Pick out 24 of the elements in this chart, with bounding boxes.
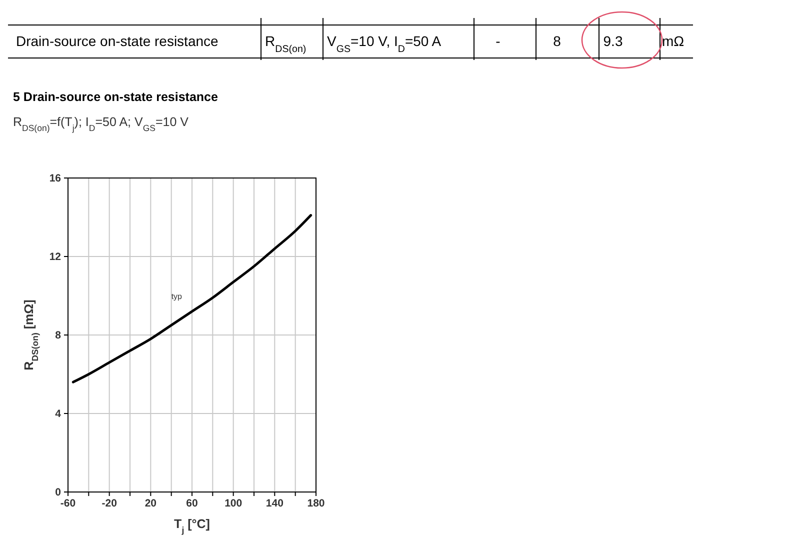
y-tick-label: 16 bbox=[49, 172, 62, 184]
text: 8 bbox=[553, 33, 562, 49]
y-tick-label: 4 bbox=[55, 408, 62, 420]
text: Drain-source on-state resistance bbox=[16, 33, 219, 49]
chart-title: 5 Drain-source on-state resistance bbox=[13, 90, 218, 104]
x-axis-title: T$_{j}$ [°C] bbox=[174, 517, 210, 535]
text: 9.3 bbox=[603, 33, 623, 49]
x-tick-label: 20 bbox=[144, 497, 157, 510]
text: R$_{DS(on)}$ bbox=[265, 33, 306, 54]
x-tick-label: -20 bbox=[102, 497, 118, 510]
x-tick-label: 100 bbox=[224, 497, 242, 510]
x-tick-label: 140 bbox=[266, 497, 284, 510]
text: mΩ bbox=[662, 33, 684, 49]
x-tick-label: -60 bbox=[60, 497, 76, 510]
text: - bbox=[496, 33, 501, 49]
y-tick-label: 12 bbox=[49, 250, 62, 263]
x-tick-label: 60 bbox=[186, 497, 198, 510]
text: V$_{GS}$=10 V, I$_{D}$=50 A bbox=[327, 33, 442, 54]
line-series bbox=[72, 214, 312, 384]
series-label: typ bbox=[171, 292, 183, 302]
x-tick-label: 180 bbox=[307, 497, 325, 510]
y-tick-label: 8 bbox=[55, 329, 62, 342]
y-tick-label: 0 bbox=[55, 486, 62, 498]
text: R$_{DS(on)}$=f(T$_{j}$); I$_{D}$=50 A; V$_{GS}$=10 V bbox=[13, 115, 188, 133]
